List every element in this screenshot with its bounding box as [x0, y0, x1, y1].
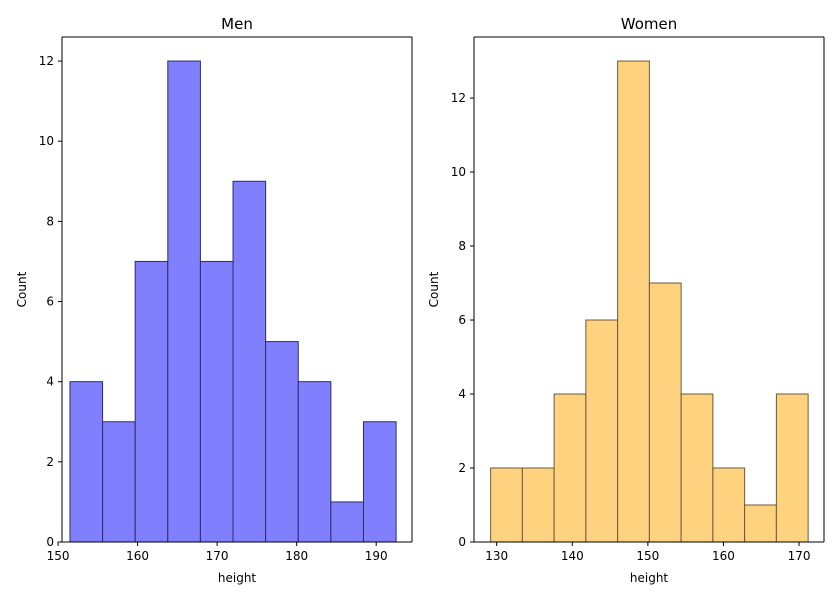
men-xtick-label-180: 180 — [285, 549, 308, 563]
men-ytick-label-0: 0 — [46, 535, 54, 549]
men-y-axis-label: Count — [15, 271, 29, 307]
women-x-axis-label: height — [630, 571, 669, 585]
women-bar-0 — [490, 467, 523, 543]
men-bar-4 — [199, 260, 234, 543]
men-bar-1 — [102, 421, 136, 543]
men-bar-6 — [265, 341, 299, 543]
women-bar-9 — [775, 393, 809, 543]
men-histogram-panel: 150 160 170 180 190 0 2 4 6 8 10 12 Men height Count — [15, 15, 413, 585]
men-xtick-label-150: 150 — [47, 549, 70, 563]
men-x-axis-label: height — [218, 571, 257, 585]
women-xtick-label-130: 130 — [485, 549, 508, 563]
men-ytick-label-10: 10 — [39, 134, 54, 148]
women-histogram-panel: 130 140 150 160 170 0 2 4 6 8 10 12 Women height Count — [427, 15, 825, 585]
women-xtick-label-140: 140 — [561, 549, 584, 563]
men-bar-0 — [69, 381, 104, 543]
women-ytick-label-2: 2 — [458, 461, 466, 475]
men-bar-7 — [297, 381, 332, 543]
women-ytick-label-6: 6 — [458, 313, 466, 327]
women-bar-3 — [585, 319, 619, 543]
women-bar-1 — [521, 467, 555, 543]
men-ytick-label-4: 4 — [46, 375, 54, 389]
men-bar-3 — [167, 60, 201, 543]
women-ytick-label-8: 8 — [458, 239, 466, 253]
men-xtick-label-190: 190 — [365, 549, 388, 563]
men-title: Men — [221, 15, 253, 33]
women-ytick-label-4: 4 — [458, 387, 466, 401]
men-ytick-label-8: 8 — [46, 214, 54, 228]
men-ytick-label-6: 6 — [46, 295, 54, 309]
women-y-axis-label: Count — [427, 271, 441, 307]
women-bar-2 — [553, 393, 587, 543]
women-title: Women — [621, 15, 677, 33]
women-xtick-label-150: 150 — [636, 549, 659, 563]
men-bar-2 — [134, 260, 169, 543]
men-bar-8 — [330, 501, 364, 543]
women-ytick-label-12: 12 — [451, 91, 466, 105]
women-ytick-label-0: 0 — [458, 535, 466, 549]
men-bar-5 — [232, 180, 267, 543]
women-bar-4 — [617, 60, 650, 543]
women-xtick-label-170: 170 — [788, 549, 811, 563]
women-xtick-label-160: 160 — [712, 549, 735, 563]
women-bar-8 — [744, 504, 777, 543]
women-ytick-label-10: 10 — [451, 165, 466, 179]
women-bar-5 — [648, 282, 682, 543]
men-bar-9 — [362, 421, 397, 543]
women-bar-6 — [680, 393, 714, 543]
men-ytick-label-12: 12 — [39, 54, 54, 68]
men-ytick-label-2: 2 — [46, 455, 54, 469]
women-bar-7 — [712, 467, 746, 543]
men-xtick-label-160: 160 — [126, 549, 149, 563]
men-xtick-label-170: 170 — [206, 549, 229, 563]
